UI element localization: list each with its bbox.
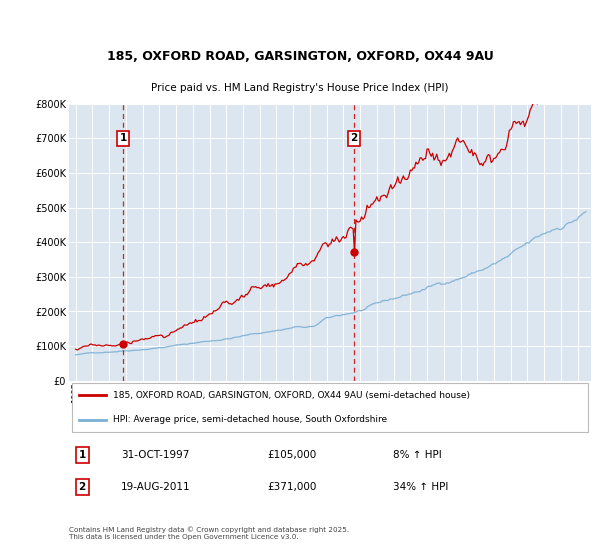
Text: Contains HM Land Registry data © Crown copyright and database right 2025.
This d: Contains HM Land Registry data © Crown c… [69, 526, 349, 540]
Text: £105,000: £105,000 [268, 450, 317, 460]
Text: 34% ↑ HPI: 34% ↑ HPI [392, 482, 448, 492]
Text: 1: 1 [79, 450, 86, 460]
Text: HPI: Average price, semi-detached house, South Oxfordshire: HPI: Average price, semi-detached house,… [113, 415, 388, 424]
Text: 31-OCT-1997: 31-OCT-1997 [121, 450, 190, 460]
Text: 8% ↑ HPI: 8% ↑ HPI [392, 450, 442, 460]
Text: 1: 1 [119, 133, 127, 143]
Text: 2: 2 [350, 133, 358, 143]
FancyBboxPatch shape [71, 383, 589, 432]
Text: 19-AUG-2011: 19-AUG-2011 [121, 482, 191, 492]
Text: 2: 2 [79, 482, 86, 492]
Text: 185, OXFORD ROAD, GARSINGTON, OXFORD, OX44 9AU: 185, OXFORD ROAD, GARSINGTON, OXFORD, OX… [107, 50, 493, 63]
Text: 185, OXFORD ROAD, GARSINGTON, OXFORD, OX44 9AU (semi-detached house): 185, OXFORD ROAD, GARSINGTON, OXFORD, OX… [113, 391, 470, 400]
Text: Price paid vs. HM Land Registry's House Price Index (HPI): Price paid vs. HM Land Registry's House … [151, 82, 449, 92]
Text: £371,000: £371,000 [268, 482, 317, 492]
